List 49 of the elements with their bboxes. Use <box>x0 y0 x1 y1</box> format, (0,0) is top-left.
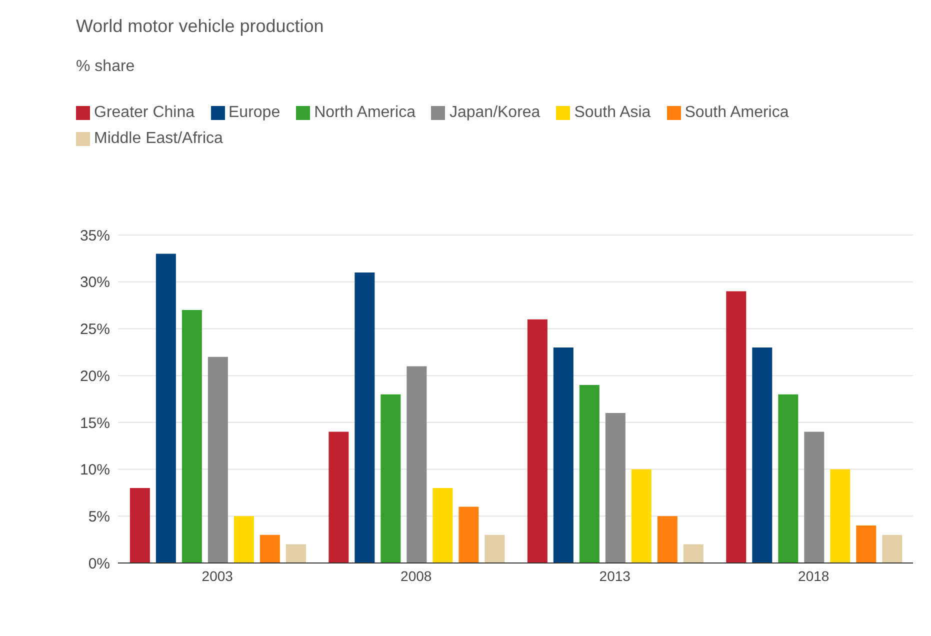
bar <box>484 534 505 563</box>
y-tick-label: 0% <box>88 555 110 572</box>
x-tick-label: 2013 <box>599 568 631 584</box>
chart-title: World motor vehicle production <box>76 16 324 37</box>
legend-label: Japan/Korea <box>449 104 540 121</box>
y-tick-label: 20% <box>80 368 110 385</box>
bar <box>778 394 798 563</box>
bar <box>804 432 824 563</box>
legend-label: Greater China <box>94 104 194 121</box>
bar <box>380 394 401 563</box>
bar <box>856 526 876 563</box>
legend-label: Middle East/Africa <box>94 130 223 147</box>
x-tick-label: 2008 <box>400 568 432 584</box>
bar <box>328 432 349 563</box>
bar <box>579 384 600 563</box>
bar <box>406 366 427 563</box>
bar <box>130 488 150 563</box>
bar <box>354 272 375 563</box>
bar <box>286 544 306 563</box>
bar <box>683 544 704 563</box>
bar <box>182 310 202 563</box>
bar <box>527 319 548 563</box>
legend-label: North America <box>314 104 416 121</box>
x-tick-label: 2018 <box>798 568 830 584</box>
bar <box>882 534 902 563</box>
y-tick-label: 10% <box>80 462 110 479</box>
chart-subtitle: % share <box>76 58 135 76</box>
bar <box>631 469 652 563</box>
bar <box>208 356 228 563</box>
legend-label: South Asia <box>574 104 651 121</box>
y-tick-label: 35% <box>80 227 110 244</box>
bar <box>432 488 453 563</box>
bar <box>830 469 850 563</box>
bar <box>657 516 678 563</box>
y-tick-label: 25% <box>80 321 110 338</box>
bar <box>234 516 254 563</box>
bar <box>752 347 772 563</box>
y-tick-label: 30% <box>80 274 110 292</box>
bar <box>458 506 479 563</box>
x-tick-label: 2003 <box>202 568 234 584</box>
bar <box>605 413 626 563</box>
bar <box>553 347 574 563</box>
legend-label: South America <box>684 104 789 121</box>
bar <box>260 534 280 563</box>
y-tick-label: 5% <box>88 508 110 526</box>
y-tick-label: 15% <box>80 414 110 432</box>
bar <box>726 291 746 563</box>
bar <box>156 254 176 563</box>
legend-label: Europe <box>228 104 280 121</box>
